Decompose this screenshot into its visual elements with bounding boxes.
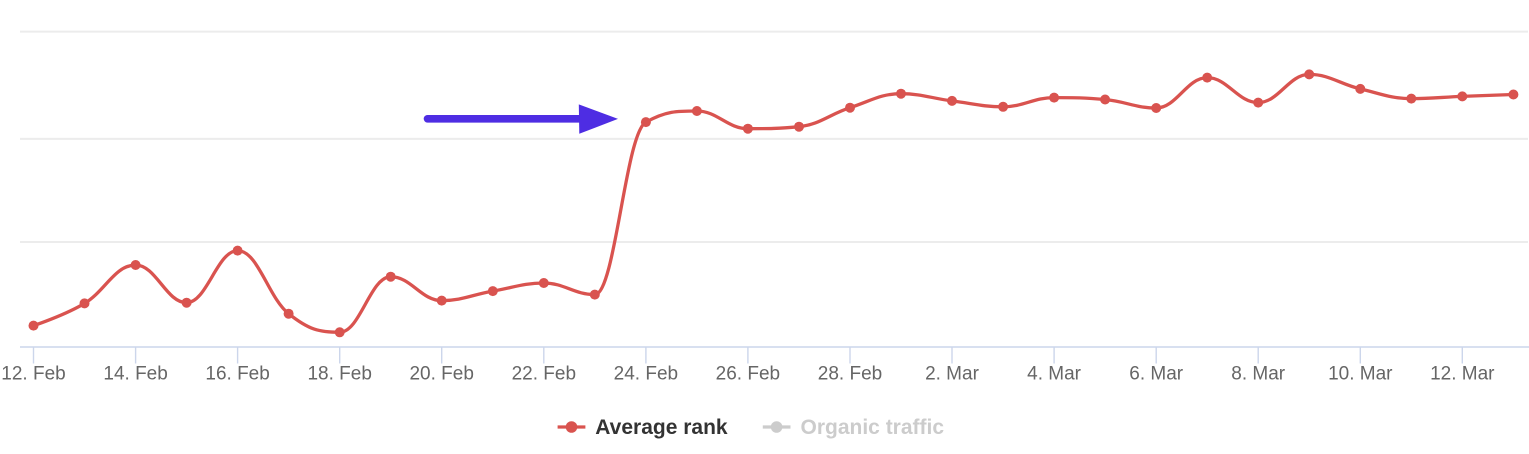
svg-text:12. Feb: 12. Feb [1, 364, 65, 385]
svg-text:16. Feb: 16. Feb [205, 364, 269, 385]
svg-text:Average rank: Average rank [595, 416, 728, 439]
svg-text:6. Mar: 6. Mar [1129, 364, 1184, 385]
svg-text:8. Mar: 8. Mar [1231, 364, 1286, 385]
svg-text:24. Feb: 24. Feb [614, 364, 678, 385]
svg-text:2. Mar: 2. Mar [925, 364, 980, 385]
svg-text:22. Feb: 22. Feb [512, 364, 576, 385]
svg-text:Organic traffic: Organic traffic [801, 416, 945, 439]
svg-text:18. Feb: 18. Feb [307, 364, 371, 385]
svg-text:4. Mar: 4. Mar [1027, 364, 1082, 385]
svg-text:26. Feb: 26. Feb [716, 364, 780, 385]
svg-text:12. Mar: 12. Mar [1430, 364, 1495, 385]
svg-text:14. Feb: 14. Feb [103, 364, 167, 385]
svg-text:28. Feb: 28. Feb [818, 364, 882, 385]
svg-text:10. Mar: 10. Mar [1328, 364, 1393, 385]
svg-text:20. Feb: 20. Feb [409, 364, 473, 385]
